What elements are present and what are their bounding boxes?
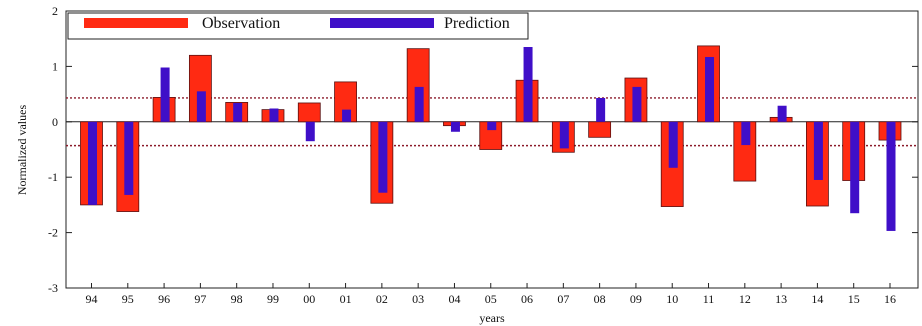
bar-prediction-16	[886, 121, 896, 231]
bar-prediction-02	[378, 121, 388, 193]
y-tick-label-1: 1	[52, 59, 58, 73]
legend-label-observation: Observation	[202, 15, 280, 32]
x-tick-label-95: 95	[122, 292, 134, 306]
x-tick-label-15: 15	[848, 292, 860, 306]
x-tick-label-07: 07	[557, 292, 569, 306]
x-tick-label-02: 02	[376, 292, 388, 306]
plot-frame	[65, 10, 919, 289]
bar-prediction-03	[414, 86, 424, 122]
x-tick-label-96: 96	[158, 292, 170, 306]
y-tick-label--1: -1	[48, 170, 58, 184]
bar-prediction-12	[741, 121, 751, 146]
bar-prediction-96	[160, 67, 170, 122]
x-tick-label-03: 03	[412, 292, 424, 306]
x-tick-label-94: 94	[86, 292, 98, 306]
x-axis-title: years	[479, 311, 505, 325]
legend-label-prediction: Prediction	[444, 15, 510, 32]
bar-prediction-14	[813, 121, 823, 180]
y-tick-label-0: 0	[52, 115, 58, 129]
x-tick-label-00: 00	[303, 292, 315, 306]
bar-prediction-01	[342, 109, 352, 122]
bar-prediction-99	[269, 108, 279, 122]
x-tick-label-08: 08	[594, 292, 606, 306]
x-tick-label-10: 10	[666, 292, 678, 306]
y-tick-label--2: -2	[48, 226, 58, 240]
bar-prediction-00	[305, 121, 315, 142]
bar-prediction-98	[233, 102, 243, 122]
x-tick-label-01: 01	[340, 292, 352, 306]
x-tick-label-99: 99	[267, 292, 279, 306]
y-axis-title: Normalized values	[15, 105, 29, 196]
bar-prediction-05	[487, 121, 497, 131]
x-tick-label-97: 97	[194, 292, 206, 306]
x-tick-label-16: 16	[884, 292, 896, 306]
x-tick-label-05: 05	[485, 292, 497, 306]
bar-prediction-09	[632, 86, 642, 122]
bar-prediction-15	[850, 121, 860, 214]
legend-swatch-observation	[84, 18, 188, 28]
bar-prediction-11	[705, 56, 715, 122]
bar-prediction-08	[596, 97, 606, 122]
y-tick-label-2: 2	[52, 4, 58, 18]
x-tick-label-14: 14	[811, 292, 823, 306]
bar-observation-00	[297, 102, 321, 123]
bar-prediction-07	[559, 121, 569, 149]
bar-prediction-04	[450, 121, 460, 132]
y-tick-label--3: -3	[48, 281, 58, 295]
bars	[80, 45, 902, 231]
legend: Observation Prediction	[67, 12, 529, 40]
bar-prediction-97	[196, 91, 206, 122]
x-tick-label-13: 13	[775, 292, 787, 306]
bar-observation-08	[588, 121, 612, 138]
bar-prediction-95	[124, 121, 134, 195]
x-tick-label-11: 11	[703, 292, 715, 306]
bar-prediction-13	[777, 105, 787, 122]
legend-swatch-prediction	[330, 18, 434, 28]
bar-prediction-94	[88, 121, 97, 205]
x-tick-label-09: 09	[630, 292, 642, 306]
bar-prediction-06	[523, 47, 533, 122]
x-tick-label-06: 06	[521, 292, 533, 306]
x-tick-label-98: 98	[231, 292, 243, 306]
x-tick-label-04: 04	[448, 292, 460, 306]
bar-prediction-10	[668, 121, 678, 168]
x-tick-label-12: 12	[739, 292, 751, 306]
